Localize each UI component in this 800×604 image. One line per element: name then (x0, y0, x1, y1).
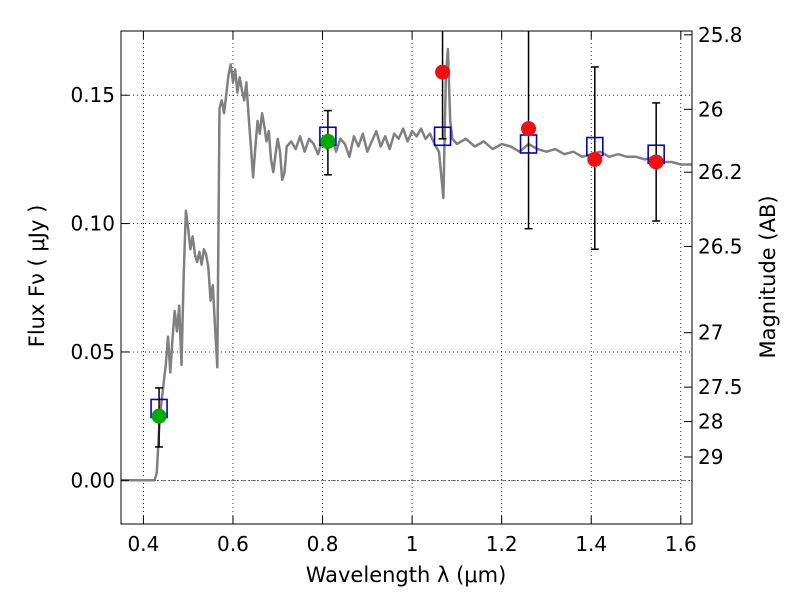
magnitude-tick-label: 26.5 (698, 234, 743, 258)
y-tick-label: 0.00 (70, 468, 115, 492)
magnitude-tick-label: 27 (698, 321, 723, 345)
x-tick-label: 1 (406, 532, 419, 556)
model-spectrum-layer (121, 47, 692, 482)
magnitude-tick-label: 26 (698, 97, 723, 121)
model-photometry-layer (150, 126, 665, 419)
y-tick-label: 0.10 (70, 212, 115, 236)
x-axis: 0.4 0.6 0.8 1 1.2 1.4 1.6 (127, 31, 697, 556)
y-tick-label: 0.05 (70, 340, 115, 364)
y-axis: 0.00 0.05 0.10 0.15 (70, 83, 129, 492)
model-spectrum-line (121, 47, 692, 482)
plot-frame (120, 30, 693, 525)
red-data-point (648, 154, 664, 170)
magnitude-tick-label: 26.2 (698, 160, 743, 184)
x-tick-label: 1.2 (486, 532, 518, 556)
magnitude-tick-label: 28 (698, 410, 723, 434)
magnitude-tick-label: 27.5 (698, 375, 743, 399)
observed-points-layer (151, 64, 664, 424)
x-tick-label: 0.8 (307, 532, 339, 556)
magnitude-axis-label: Magnitude (AB) (756, 195, 780, 358)
grid (121, 31, 692, 524)
x-tick-label: 0.4 (127, 532, 159, 556)
y-axis-label: Flux Fν ( μJy ) (25, 205, 49, 348)
magnitude-tick-label: 29 (698, 445, 723, 469)
green-data-point (320, 133, 336, 149)
x-tick-label: 0.6 (217, 532, 249, 556)
red-data-point (435, 64, 451, 80)
y-tick-label: 0.15 (70, 83, 115, 107)
red-data-point (587, 151, 603, 167)
x-axis-label: Wavelength λ (μm) (306, 563, 507, 587)
error-bars-layer (155, 31, 661, 448)
x-tick-label: 1.4 (575, 532, 607, 556)
green-data-point (151, 408, 167, 424)
magnitude-axis: 25.8 26 26.2 26.5 27 27.5 28 29 (684, 23, 743, 469)
red-data-point (521, 121, 537, 137)
magnitude-tick-label: 25.8 (698, 23, 743, 47)
x-tick-label: 1.6 (665, 532, 697, 556)
